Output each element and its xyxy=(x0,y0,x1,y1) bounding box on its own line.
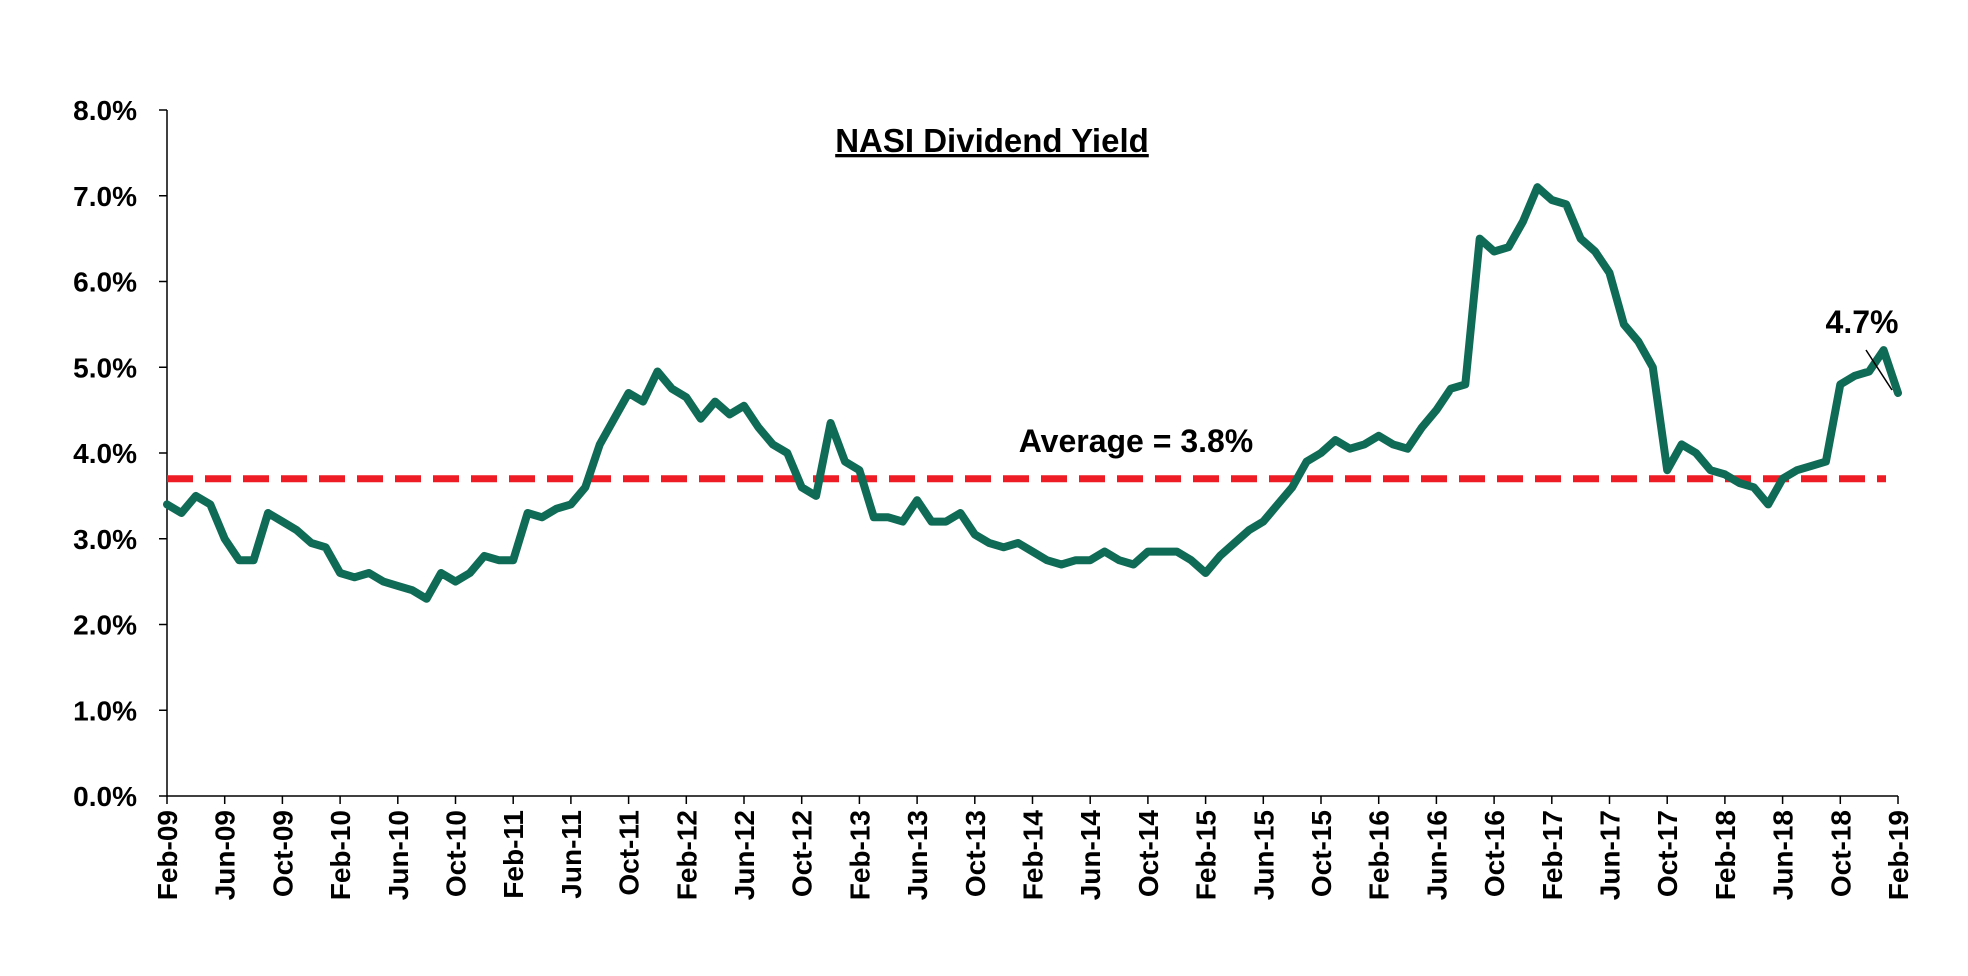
x-tick-label: Feb-12 xyxy=(671,810,702,900)
y-tick-label: 7.0% xyxy=(73,181,137,212)
y-tick-label: 1.0% xyxy=(73,695,137,726)
x-tick-label: Jun-17 xyxy=(1595,810,1626,900)
x-tick-label: Jun-16 xyxy=(1421,810,1452,900)
x-tick-label: Oct-10 xyxy=(441,810,472,897)
x-tick-label: Jun-15 xyxy=(1248,810,1279,900)
chart-title: NASI Dividend Yield xyxy=(835,122,1149,159)
x-tick-label: Jun-10 xyxy=(383,810,414,900)
x-tick-label: Jun-09 xyxy=(210,810,241,900)
x-tick-label: Oct-17 xyxy=(1652,810,1683,897)
x-tick-label: Feb-15 xyxy=(1191,810,1222,900)
yield-line xyxy=(163,183,1902,603)
x-tick-label: Feb-18 xyxy=(1710,810,1741,900)
x-tick-label: Oct-14 xyxy=(1133,810,1164,898)
y-tick-label: 3.0% xyxy=(73,524,137,555)
x-tick-label: Feb-09 xyxy=(152,810,183,900)
x-tick-label: Oct-16 xyxy=(1479,810,1510,897)
x-tick-label: Feb-17 xyxy=(1537,810,1568,900)
y-tick-label: 6.0% xyxy=(73,267,137,298)
x-tick-label: Jun-13 xyxy=(902,810,933,900)
y-tick-label: 4.0% xyxy=(73,438,137,469)
y-tick-label: 0.0% xyxy=(73,781,137,812)
last-value-label: 4.7% xyxy=(1826,304,1899,340)
x-tick-label: Jun-11 xyxy=(556,810,587,899)
x-tick-label: Oct-15 xyxy=(1306,810,1337,897)
x-tick-label: Jun-12 xyxy=(729,810,760,900)
x-tick-label: Oct-12 xyxy=(787,810,818,897)
average-label: Average = 3.8% xyxy=(1019,423,1254,459)
x-tick-label: Feb-13 xyxy=(844,810,875,900)
x-tick-label: Oct-13 xyxy=(960,810,991,897)
x-tick-label: Oct-18 xyxy=(1825,810,1856,897)
x-tick-label: Jun-18 xyxy=(1768,810,1799,900)
x-tick-label: Oct-11 xyxy=(614,810,645,896)
x-tick-label: Jun-14 xyxy=(1075,810,1106,901)
x-tick-label: Oct-09 xyxy=(267,810,298,897)
y-tick-label: 2.0% xyxy=(73,610,137,641)
x-tick-label: Feb-16 xyxy=(1364,810,1395,900)
y-tick-label: 5.0% xyxy=(73,352,137,383)
x-tick-label: Feb-19 xyxy=(1883,810,1914,900)
y-tick-label: 8.0% xyxy=(73,95,137,126)
x-tick-label: Feb-10 xyxy=(325,810,356,900)
leader-line xyxy=(1865,349,1893,391)
x-tick-label: Feb-11 xyxy=(498,810,529,899)
x-tick-label: Feb-14 xyxy=(1018,810,1049,901)
